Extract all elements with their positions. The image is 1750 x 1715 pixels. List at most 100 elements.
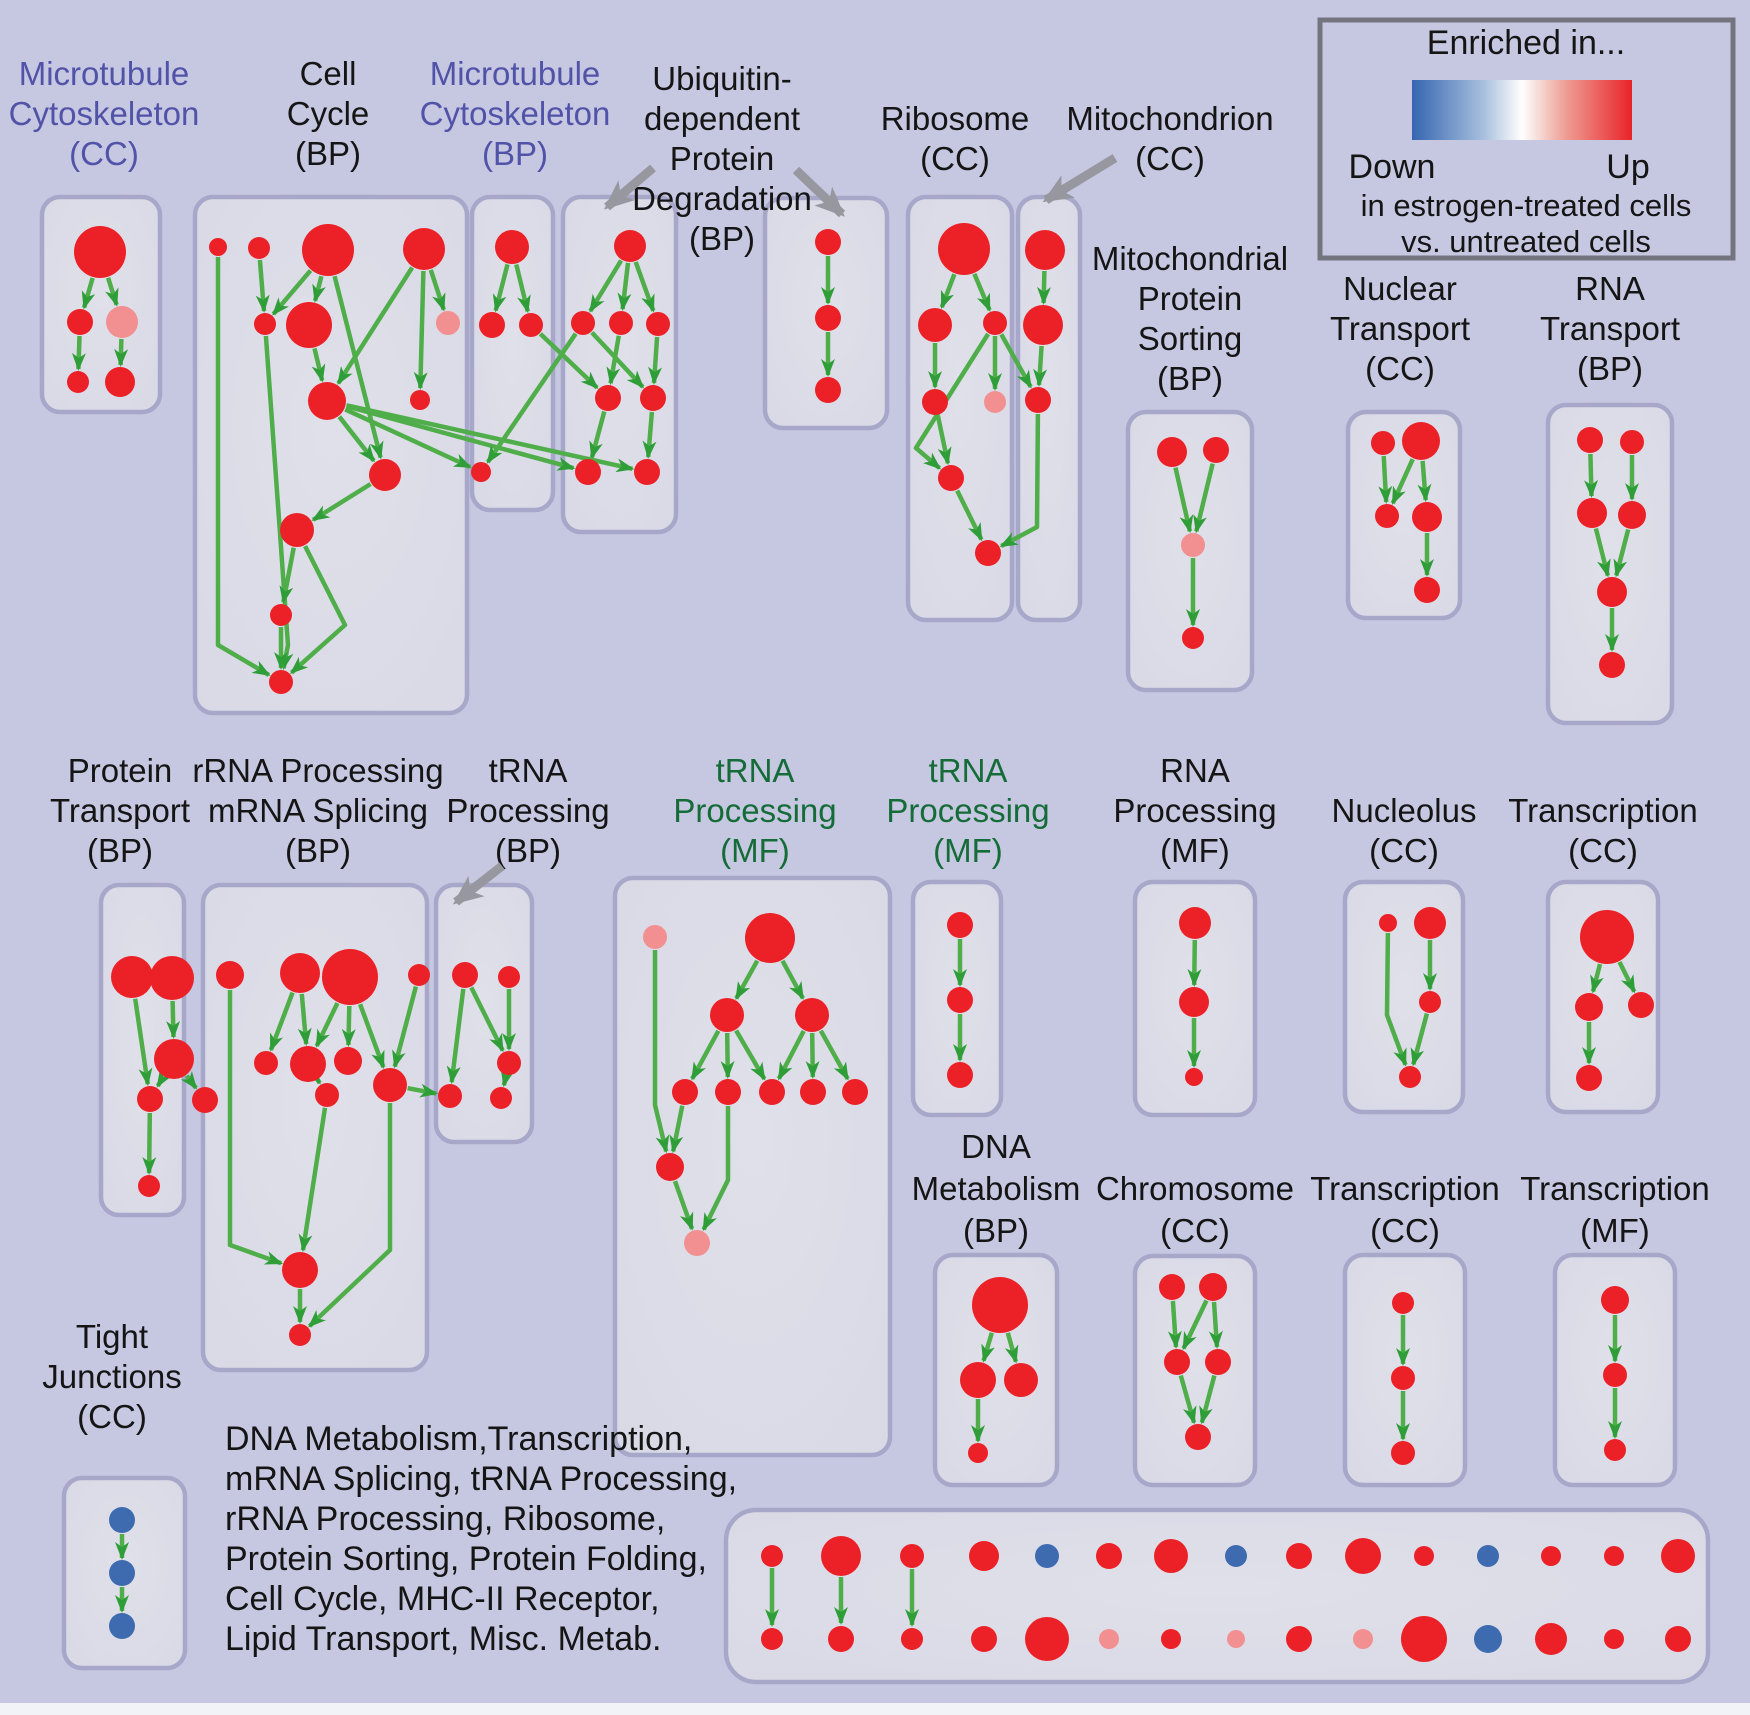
go-edge-arrow xyxy=(345,404,576,471)
go-term-node-rrna-6 xyxy=(290,1046,326,1082)
go-edge-arrow xyxy=(1167,1300,1182,1349)
go-edge-arrow xyxy=(690,1029,721,1081)
go-edge-arrow xyxy=(720,1032,735,1079)
cluster-box-nucleolus xyxy=(1342,879,1466,1115)
go-edge-arrow xyxy=(999,333,1033,389)
cluster-label-rnaprocmf: (MF) xyxy=(1160,832,1230,869)
shared-terms-strip xyxy=(723,1507,1711,1685)
strip-node-bottom-13 xyxy=(1604,1629,1624,1649)
go-term-node-ribosome-1 xyxy=(918,308,952,342)
go-term-node-rrna-11 xyxy=(289,1324,311,1346)
strip-box xyxy=(723,1507,1711,1685)
go-term-node-mtbp-3 xyxy=(471,462,491,482)
strip-node-top-6 xyxy=(1154,1539,1188,1573)
go-term-node-transcc1-0 xyxy=(1580,910,1634,964)
go-term-node-dnametab-2 xyxy=(1004,1363,1038,1397)
go-term-node-rnatrans-0 xyxy=(1577,427,1603,453)
cluster-label-chromosome: Chromosome xyxy=(1096,1170,1294,1207)
go-edge-arrow xyxy=(1004,1332,1019,1364)
cluster-label-tbp: (BP) xyxy=(495,832,561,869)
legend-down-label: Down xyxy=(1349,148,1436,186)
cluster-label-mito: (CC) xyxy=(1135,140,1205,177)
strip-node-top-7 xyxy=(1225,1545,1247,1567)
go-edge-arrow xyxy=(392,986,419,1069)
go-edge-arrow xyxy=(642,411,657,459)
cluster-box-mtbp xyxy=(469,194,556,513)
legend-title: Enriched in... xyxy=(1427,24,1625,62)
go-term-node-nucleolus-3 xyxy=(1399,1066,1421,1088)
cluster-label-rnaprocmf: RNA xyxy=(1160,752,1230,789)
go-edge-arrow xyxy=(1613,528,1631,578)
cluster-label-mtcc: (CC) xyxy=(69,135,139,172)
cluster-label-tbp: Processing xyxy=(446,792,609,829)
go-term-node-trnamf-9 xyxy=(656,1153,684,1181)
go-term-node-cellcycle-8 xyxy=(410,390,430,410)
go-term-node-cellcycle-4 xyxy=(254,313,276,335)
cluster-label-prottrans: Protein xyxy=(68,752,173,789)
go-edge-arrow xyxy=(590,330,645,389)
go-term-node-ubqA-0 xyxy=(614,230,646,262)
go-term-node-trnamf2-0 xyxy=(947,912,973,938)
cluster-label-ubqA: Protein xyxy=(670,140,775,177)
go-edge-arrow xyxy=(538,332,599,390)
go-edge-arrow xyxy=(617,262,632,312)
go-term-node-trnamf-7 xyxy=(800,1079,826,1105)
go-term-node-prottrans-1 xyxy=(150,956,194,1000)
go-term-node-cellcycle-6 xyxy=(436,311,460,335)
labels-layer: MicrotubuleCytoskeleton(CC)CellCycle(BP)… xyxy=(9,55,1710,1435)
go-term-node-transcc2-0 xyxy=(1392,1292,1414,1314)
misc-categories-text-line: Protein Sorting, Protein Folding, xyxy=(225,1540,707,1578)
cluster-label-mitosort: Sorting xyxy=(1138,320,1243,357)
label-pointer-arrow xyxy=(1042,154,1118,204)
go-term-node-prottrans-3 xyxy=(137,1086,163,1112)
go-term-node-chromosome-0 xyxy=(1159,1274,1185,1300)
go-term-node-ribosome-4 xyxy=(984,391,1006,413)
go-edge-arrow xyxy=(227,990,284,1266)
go-term-node-trnamf-6 xyxy=(759,1079,785,1105)
go-edge-arrow xyxy=(1033,345,1048,387)
go-term-node-mtcc-2 xyxy=(106,306,138,338)
strip-node-top-12 xyxy=(1541,1546,1561,1566)
go-edge-arrow xyxy=(648,336,663,385)
go-term-node-nucleolus-2 xyxy=(1419,991,1441,1013)
go-edge-arrow xyxy=(1410,1013,1430,1067)
go-term-node-chromosome-4 xyxy=(1185,1424,1211,1450)
go-edge-arrow xyxy=(336,266,415,385)
go-term-node-chromosome-3 xyxy=(1205,1349,1231,1375)
go-term-node-ribosome-5 xyxy=(938,465,964,491)
go-term-node-trnamf-1 xyxy=(745,913,795,963)
strip-node-top-8 xyxy=(1286,1543,1312,1569)
go-edge-arrow xyxy=(1187,939,1202,987)
go-edge-arrow xyxy=(492,263,510,313)
cluster-label-rnaprocmf: Processing xyxy=(1113,792,1276,829)
go-edge-arrow xyxy=(1390,458,1415,506)
go-term-node-cellcycle-11 xyxy=(270,604,292,626)
go-edge-arrow xyxy=(357,1003,386,1070)
go-edge-arrow xyxy=(407,1083,439,1098)
cluster-label-nuctrans: Nuclear xyxy=(1343,270,1457,307)
cluster-label-dnametab: (BP) xyxy=(963,1212,1029,1249)
strip-node-top-3 xyxy=(969,1541,999,1571)
cluster-label-mito: Mitochondrion xyxy=(1066,100,1273,137)
cluster-label-chromosome: (CC) xyxy=(1160,1212,1230,1249)
label-pointer-arrow xyxy=(603,164,656,211)
strip-node-bottom-12 xyxy=(1535,1623,1567,1655)
cluster-label-trnamf2: (MF) xyxy=(933,832,1003,869)
go-edge-arrow xyxy=(314,1002,340,1048)
go-term-node-ribosome-6 xyxy=(975,540,1001,566)
strip-node-bottom-3 xyxy=(971,1626,997,1652)
cluster-label-cellcycle: Cell xyxy=(300,55,357,92)
go-edge-arrow xyxy=(1173,467,1194,534)
cluster-label-mtcc: Microtubule xyxy=(19,55,190,92)
cluster-box-rrna xyxy=(200,882,430,1373)
go-edge-arrow xyxy=(652,950,670,1154)
go-edge-arrow xyxy=(734,1029,767,1081)
cluster-label-tightjunc: Junctions xyxy=(42,1358,181,1395)
go-edge-arrow xyxy=(469,986,505,1053)
cluster-label-rrna: mRNA Splicing xyxy=(208,792,428,829)
go-term-node-rnatrans-2 xyxy=(1577,498,1607,528)
go-term-node-mtbp-1 xyxy=(479,312,505,338)
cluster-box-mtcc xyxy=(39,194,163,415)
edges-layer xyxy=(71,256,1639,1613)
go-term-node-rrna-9 xyxy=(315,1083,339,1107)
